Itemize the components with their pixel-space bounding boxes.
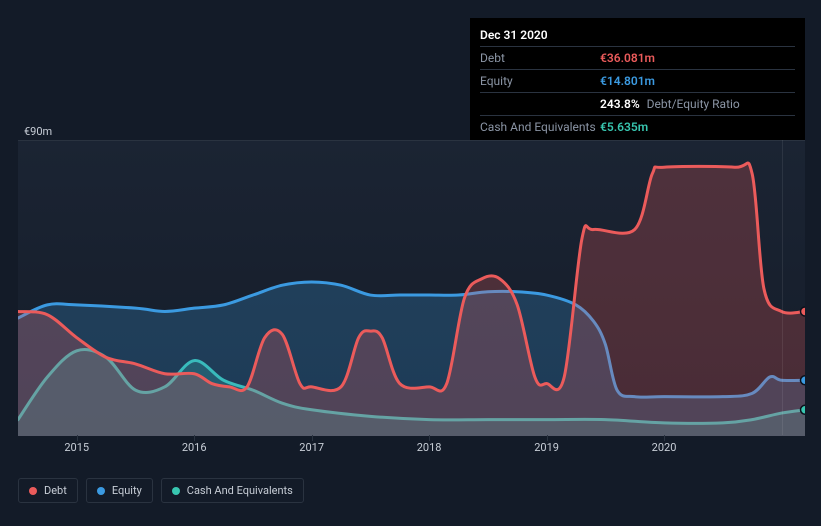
tooltip-date: Dec 31 2020	[480, 24, 795, 46]
legend-label: Debt	[44, 484, 67, 497]
tooltip-row: 243.8% Debt/Equity Ratio	[480, 92, 795, 115]
tooltip-row-value: 243.8% Debt/Equity Ratio	[600, 97, 740, 111]
tooltip-row: Equity€14.801m	[480, 69, 795, 92]
legend-dot-icon	[29, 487, 37, 495]
series-end-marker	[801, 307, 806, 316]
chart-svg	[18, 141, 805, 436]
legend-label: Equity	[112, 484, 142, 497]
x-axis-label: 2020	[652, 441, 677, 454]
x-axis-label: 2016	[182, 441, 207, 454]
legend-dot-icon	[172, 487, 180, 495]
y-axis-label-max: €90m	[24, 125, 52, 138]
legend-dot-icon	[97, 487, 105, 495]
x-axis-label: 2017	[299, 441, 324, 454]
legend-item-debt[interactable]: Debt	[18, 478, 78, 503]
debt-equity-chart: €90m €0 201520162017201820192020	[18, 115, 805, 460]
tooltip-row-extra: Debt/Equity Ratio	[644, 97, 740, 111]
x-axis-label: 2015	[64, 441, 89, 454]
hover-marker-line	[782, 140, 783, 435]
legend-item-equity[interactable]: Equity	[86, 478, 153, 503]
legend-item-cash[interactable]: Cash And Equivalents	[161, 478, 304, 503]
series-end-marker	[801, 376, 806, 385]
series-end-marker	[801, 405, 806, 414]
tooltip-row-value: €36.081m	[600, 51, 655, 65]
legend-label: Cash And Equivalents	[187, 484, 293, 497]
tooltip-row-label: Debt	[480, 51, 600, 65]
tooltip-row: Debt€36.081m	[480, 46, 795, 69]
x-axis-label: 2018	[417, 441, 442, 454]
x-axis-labels: 2015 2016 2017 2018 2019 2020	[18, 441, 805, 459]
x-axis-label: 2019	[534, 441, 559, 454]
tooltip-row-label: Equity	[480, 74, 600, 88]
chart-legend: Debt Equity Cash And Equivalents	[18, 478, 304, 503]
tooltip-row-label	[480, 97, 600, 111]
tooltip-row-value: €14.801m	[600, 74, 655, 88]
plot-area	[18, 140, 805, 435]
